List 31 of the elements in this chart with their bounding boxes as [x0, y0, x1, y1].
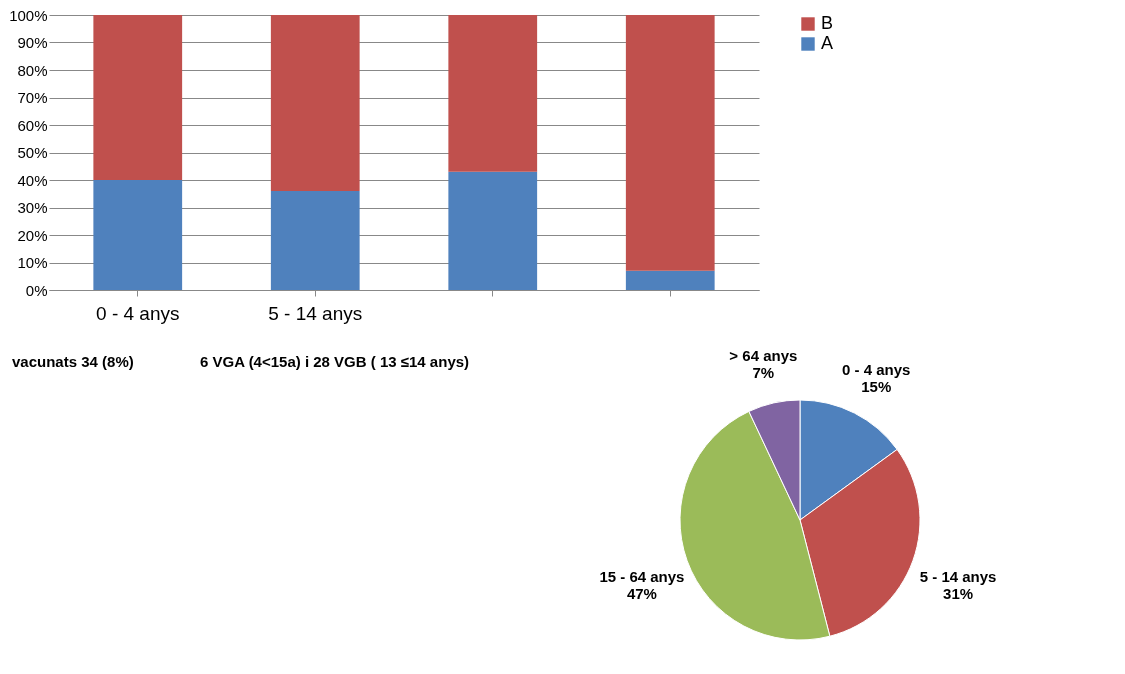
y-tick-label: 50% — [17, 144, 48, 161]
data-label: 31% — [943, 584, 974, 602]
data-label: 47% — [626, 584, 657, 602]
bar — [93, 15, 183, 180]
bar — [448, 15, 538, 172]
y-tick-label: 40% — [17, 171, 48, 189]
bar — [625, 15, 715, 271]
y-tick-label: 100% — [9, 6, 48, 24]
bar — [625, 270, 715, 290]
slice-label: 5 - 14 anys — [919, 567, 997, 585]
legend-label: B — [821, 13, 834, 33]
y-tick-label: 90% — [17, 34, 48, 51]
legend-label: A — [821, 33, 834, 53]
slice-label: 15 - 64 anys — [599, 567, 685, 585]
bar — [270, 191, 360, 290]
y-tick-label: 10% — [17, 254, 48, 271]
bar — [270, 15, 360, 191]
bar — [93, 180, 183, 290]
y-tick-label: 0% — [25, 281, 48, 299]
bar — [448, 171, 538, 290]
data-label: 15% — [861, 378, 892, 396]
slice-label: > 64 anys — [729, 347, 798, 365]
y-tick-label: 30% — [17, 199, 48, 216]
data-label: 7% — [752, 364, 775, 382]
y-tick-label: 20% — [17, 226, 48, 244]
text: 6 VGA (4<15a) i 28 VGB ( 13 ≤14 anys) — [200, 353, 470, 370]
y-tick-label: 60% — [17, 116, 48, 134]
slice-label: 0 - 4 anys — [842, 361, 911, 379]
text: vacunats 34 (8%) — [12, 353, 134, 370]
y-tick-label: 70% — [17, 89, 48, 106]
y-tick-label: 80% — [17, 61, 48, 79]
